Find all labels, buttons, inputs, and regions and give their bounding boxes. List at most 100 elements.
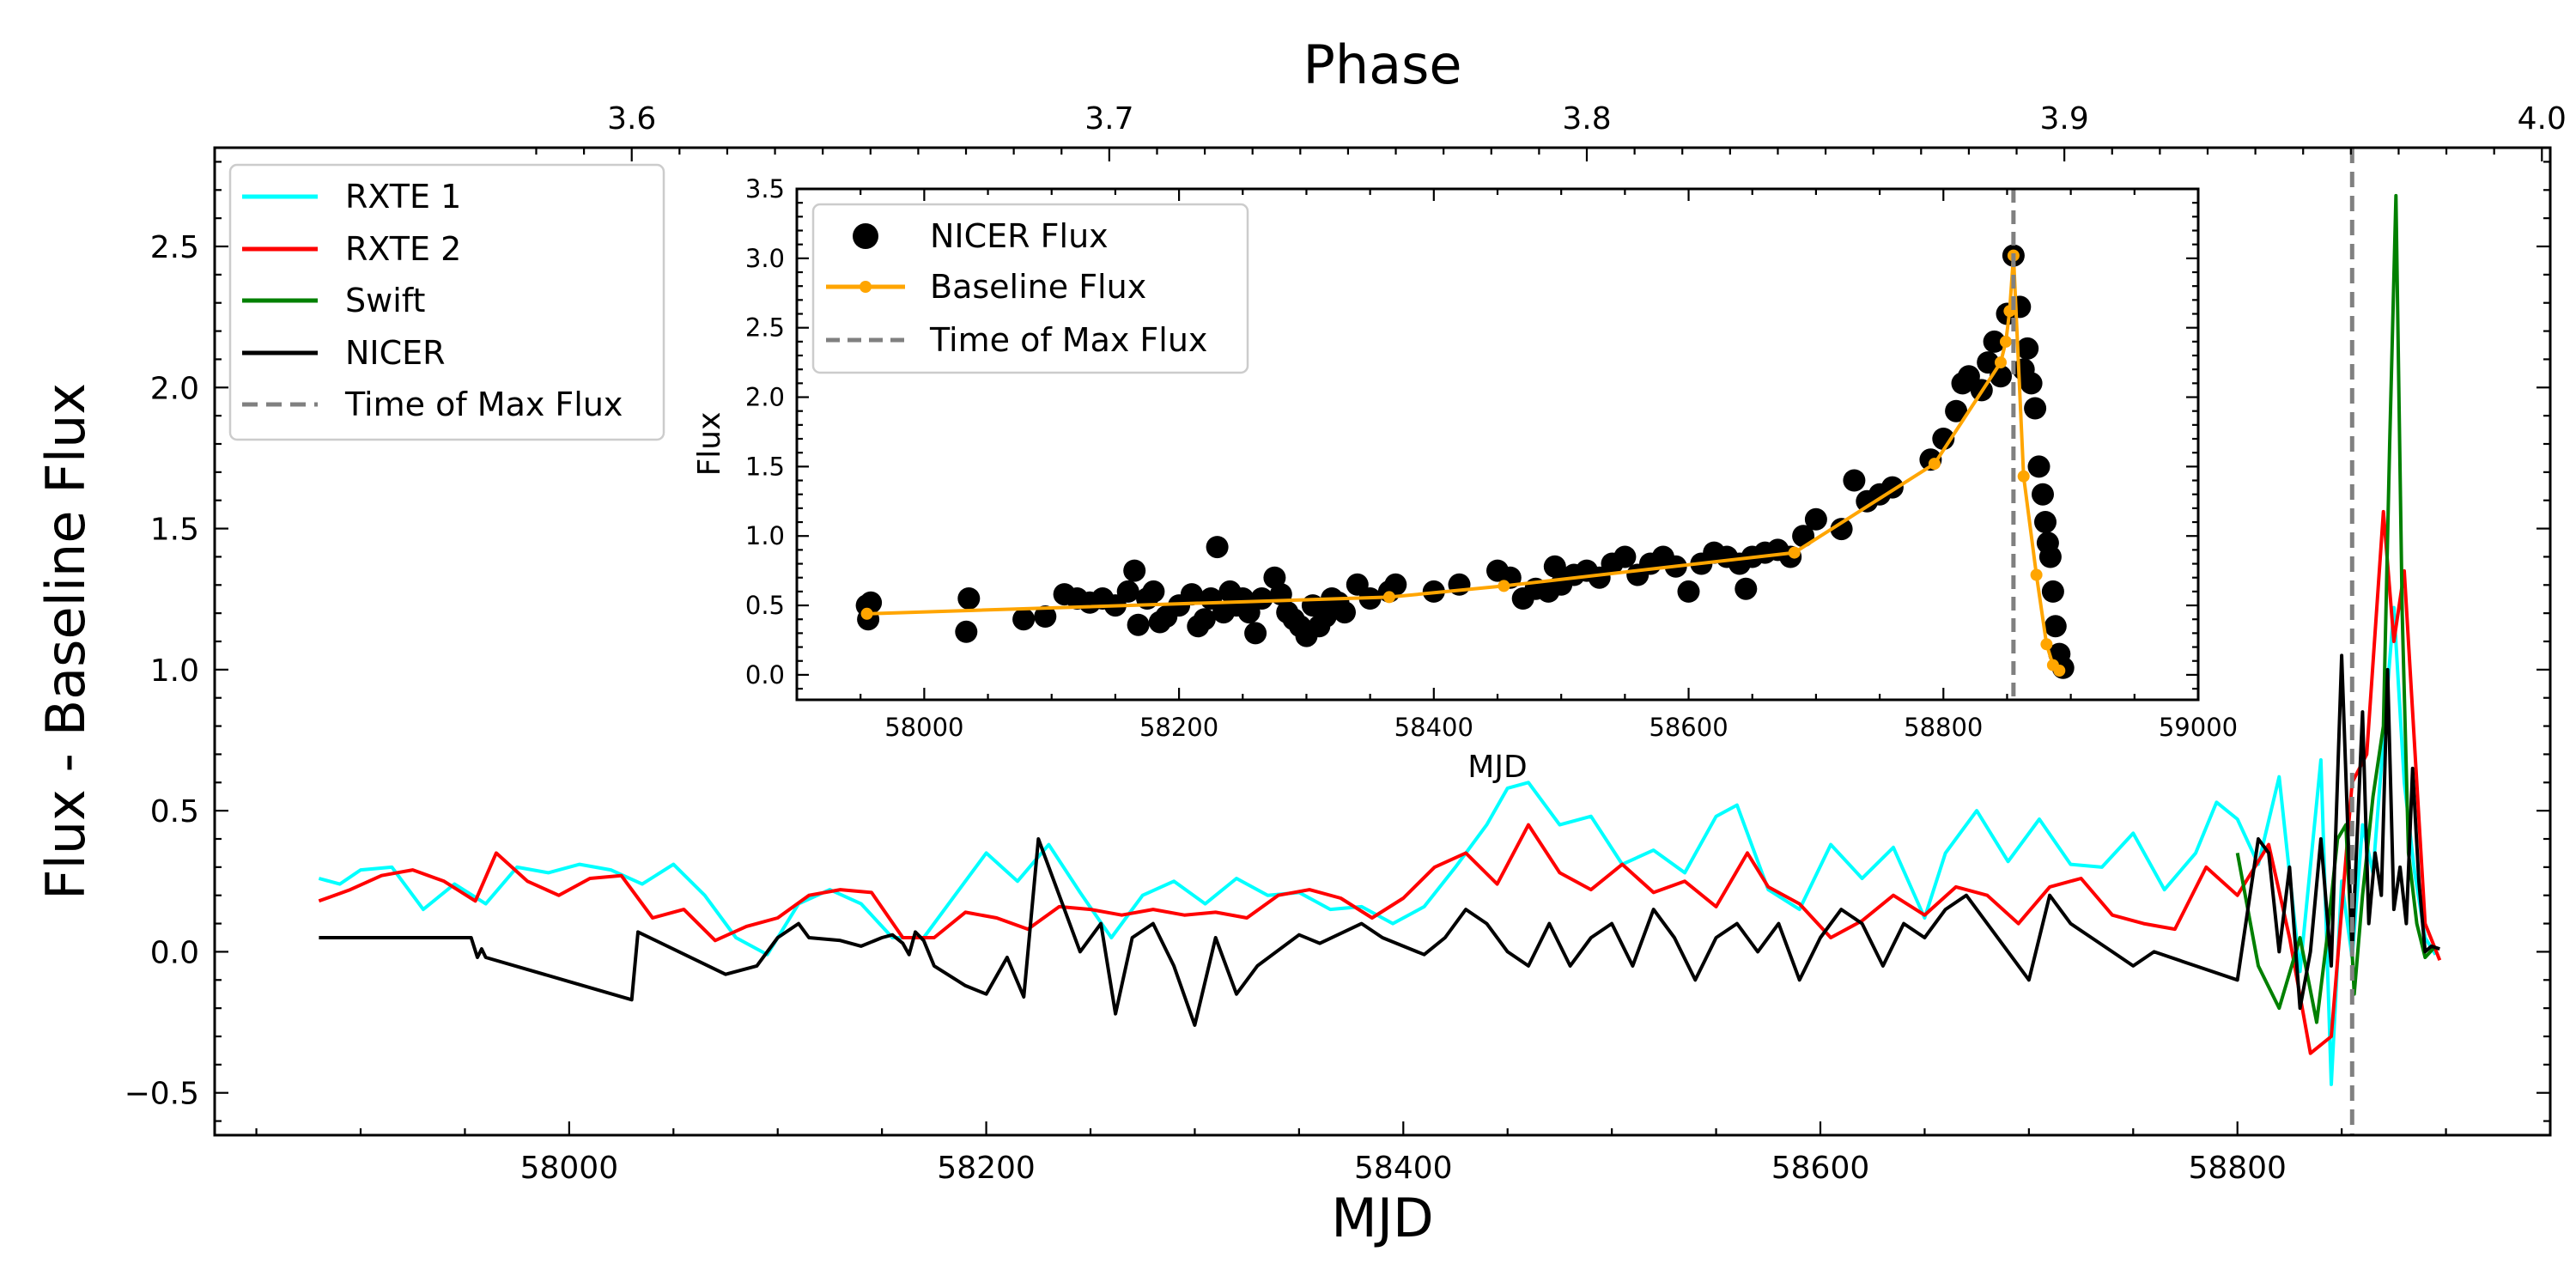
series-line-rxte-2 — [318, 509, 2442, 1055]
svg-text:Time of Max Flux: Time of Max Flux — [929, 321, 1207, 359]
baseline-flux-point — [860, 607, 873, 620]
inset-x-axis: 58000 58200 58400 58600 58800 59000 — [795, 189, 2238, 742]
nicer-flux-point — [1843, 469, 1866, 492]
main-x-tick-label: 58600 — [1771, 1151, 1870, 1186]
nicer-flux-point — [1677, 580, 1700, 603]
svg-text:RXTE 1: RXTE 1 — [345, 178, 461, 216]
nicer-flux-point — [1180, 583, 1203, 606]
inset-x-tick-label: 58600 — [1649, 713, 1728, 742]
inset-x-tick-label: 59000 — [2159, 713, 2238, 742]
nicer-flux-point — [1945, 399, 1968, 422]
nicer-flux-point — [1123, 559, 1146, 582]
svg-text:NICER Flux: NICER Flux — [930, 217, 1109, 255]
svg-text:NICER: NICER — [345, 334, 446, 372]
inset-y-axis: 0.0 0.5 1.0 1.5 2.0 2.5 3.0 3.5 — [745, 174, 2198, 690]
baseline-flux-point — [1788, 546, 1801, 559]
nicer-flux-point — [1193, 608, 1216, 631]
baseline-flux-point — [2017, 470, 2030, 483]
svg-text:RXTE 2: RXTE 2 — [345, 230, 461, 268]
inset-y-tick-label: 2.0 — [745, 383, 785, 412]
nicer-flux-point — [1613, 545, 1637, 568]
legend-item-baseline-flux: Baseline Flux — [826, 268, 1146, 306]
top-phase-label: Phase — [1303, 33, 1461, 96]
nicer-flux-point — [1034, 605, 1057, 628]
baseline-flux-point — [1928, 458, 1941, 471]
series-line-nicer — [319, 653, 2440, 1027]
svg-text:Baseline Flux: Baseline Flux — [930, 268, 1146, 306]
nicer-flux-point — [2041, 580, 2064, 603]
nicer-flux-point — [1543, 555, 1566, 578]
nicer-flux-point — [1830, 518, 1853, 541]
nicer-flux-point — [957, 587, 981, 610]
svg-text:Time of Max Flux: Time of Max Flux — [344, 386, 623, 423]
nicer-flux-point — [2016, 337, 2039, 360]
nicer-flux-point — [1384, 573, 1407, 596]
inset-y-tick-label: 3.0 — [745, 244, 785, 273]
baseline-flux-point — [1498, 580, 1510, 592]
nicer-flux-point — [1244, 622, 1267, 645]
main-x-tick-label: 58000 — [520, 1151, 619, 1186]
main-x-tick-label: 58400 — [1354, 1151, 1453, 1186]
top-phase-tick-label: 3.8 — [1562, 101, 1611, 137]
top-phase-axis: 3.6 3.7 3.8 3.9 4.0 — [535, 101, 2567, 161]
nicer-flux-point — [2044, 615, 2067, 638]
baseline-flux-point — [1382, 591, 1395, 604]
nicer-flux-point — [1735, 577, 1758, 600]
legend-item-inset-max-flux: Time of Max Flux — [826, 321, 1207, 359]
nicer-flux-point — [1116, 580, 1139, 603]
baseline-flux-point — [1995, 356, 2007, 369]
svg-text:Swift: Swift — [345, 282, 425, 319]
inset-x-tick-label: 58200 — [1139, 713, 1218, 742]
nicer-flux-point — [955, 620, 978, 643]
inset-y-tick-label: 1.0 — [745, 521, 785, 550]
inset-y-label: Flux — [692, 412, 727, 477]
nicer-flux-point — [1142, 580, 1165, 603]
inset-legend: NICER Flux Baseline Flux Time of Max Flu… — [811, 203, 1249, 374]
nicer-flux-point — [1804, 507, 1827, 531]
inset-x-tick-label: 58800 — [1904, 713, 1983, 742]
inset-x-tick-label: 58000 — [884, 713, 963, 742]
inset-y-tick-label: 0.0 — [745, 660, 785, 690]
nicer-flux-point — [1983, 330, 2006, 353]
series-line-rxte-1 — [318, 605, 2438, 1086]
nicer-flux-point — [2024, 397, 2047, 420]
main-y-tick-label: −0.5 — [125, 1077, 199, 1112]
main-x-tick-label: 58800 — [2188, 1151, 2287, 1186]
legend-item-max-flux: Time of Max Flux — [242, 386, 623, 423]
main-y-tick-label: 0.5 — [150, 794, 199, 829]
nicer-flux-point — [1250, 587, 1273, 610]
legend-item-swift: Swift — [242, 282, 425, 319]
inset-y-tick-label: 0.5 — [745, 591, 785, 620]
top-phase-tick-label: 3.6 — [607, 101, 656, 137]
main-y-tick-label: 2.0 — [150, 371, 199, 406]
nicer-flux-point — [2038, 545, 2062, 568]
baseline-flux-line — [866, 253, 2061, 672]
nicer-flux-point — [2020, 372, 2043, 395]
inset-y-tick-label: 3.5 — [745, 174, 785, 204]
nicer-flux-point — [1206, 536, 1229, 559]
main-x-label: MJD — [1331, 1187, 1434, 1249]
legend-item-nicer: NICER — [242, 334, 446, 372]
inset-x-tick-label: 58400 — [1394, 713, 1473, 742]
baseline-flux-point — [2000, 335, 2012, 348]
main-legend: RXTE 1 RXTE 2 Swift NICER Time of Max Fl… — [228, 163, 665, 441]
main-plot: 58000 58200 58400 58600 58800 −0.5 0.0 0.5 1.0 1… — [34, 33, 2567, 1249]
legend-item-rxte1: RXTE 1 — [242, 178, 461, 216]
top-phase-tick-label: 3.7 — [1084, 101, 1133, 137]
top-phase-tick-label: 3.9 — [2040, 101, 2089, 137]
baseline-flux-point — [2030, 568, 2043, 581]
nicer-flux-point — [1127, 613, 1150, 636]
main-y-tick-label: 2.5 — [150, 230, 199, 265]
legend-item-nicer-flux: NICER Flux — [853, 217, 1109, 255]
nicer-flux-point — [1012, 608, 1036, 631]
main-x-axis: 58000 58200 58400 58600 58800 — [255, 1121, 2552, 1186]
top-phase-tick-label: 4.0 — [2518, 101, 2567, 137]
main-y-label: Flux - Baseline Flux — [34, 383, 97, 900]
main-y-tick-label: 1.5 — [150, 513, 199, 548]
main-y-tick-label: 0.0 — [150, 935, 199, 970]
main-y-axis: −0.5 0.0 0.5 1.0 1.5 2.0 2.5 — [125, 161, 2550, 1122]
inset-x-label: MJD — [1467, 750, 1527, 785]
nicer-flux-point — [2034, 511, 2057, 533]
inset-y-tick-label: 2.5 — [745, 313, 785, 343]
